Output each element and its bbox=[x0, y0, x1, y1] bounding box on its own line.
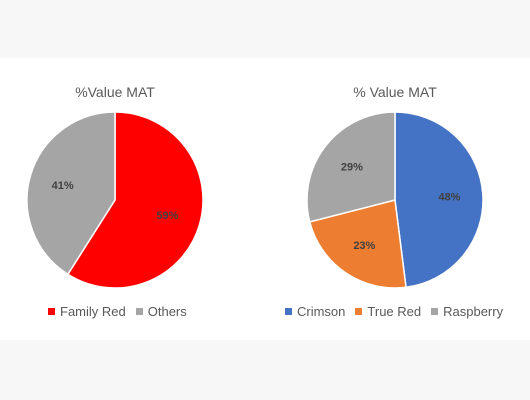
legend-item-raspberry: Raspberry bbox=[431, 304, 503, 319]
pie-slice-others bbox=[26, 111, 116, 276]
data-label-true-red: 23% bbox=[353, 240, 375, 252]
legend-label: Crimson bbox=[297, 303, 346, 319]
pie-slice-raspberry bbox=[306, 111, 396, 223]
data-label-family-red: 59% bbox=[156, 210, 178, 222]
legend-swatch bbox=[135, 307, 143, 315]
legend-swatch bbox=[285, 307, 292, 315]
data-label-others: 41% bbox=[52, 180, 74, 192]
legend-item-others: Others bbox=[135, 303, 187, 319]
pie-slice-crimson bbox=[394, 111, 484, 289]
pie-chart-2: 48% 23% 29% bbox=[306, 111, 484, 289]
pie-slice-true-red bbox=[308, 199, 407, 289]
data-label-raspberry: 29% bbox=[341, 162, 363, 174]
legend-item-family-red: Family Red bbox=[48, 304, 126, 319]
legend-2: Crimson True Red Raspberry bbox=[285, 302, 503, 320]
chart-title-2: % Value MAT bbox=[353, 84, 437, 100]
legend-item-crimson: Crimson bbox=[285, 304, 345, 319]
legend-swatch bbox=[355, 307, 363, 315]
pie-slice-family-red bbox=[66, 111, 204, 289]
charts-panel: %Value MAT 59% 41% Family Red Others % Val… bbox=[0, 58, 530, 340]
legend-label: True Red bbox=[367, 303, 422, 319]
legend-label: Raspberry bbox=[443, 303, 504, 319]
pie-chart-1: 59% 41% bbox=[26, 111, 204, 289]
legend-swatch bbox=[431, 307, 439, 315]
legend-label: Others bbox=[147, 303, 187, 319]
data-label-crimson: 48% bbox=[438, 192, 460, 204]
legend-item-true-red: True Red bbox=[355, 304, 421, 319]
legend-label: Family Red bbox=[60, 303, 126, 319]
legend-1: Family Red Others bbox=[48, 302, 187, 320]
chart-title-1: %Value MAT bbox=[75, 84, 155, 100]
legend-swatch bbox=[48, 307, 55, 315]
